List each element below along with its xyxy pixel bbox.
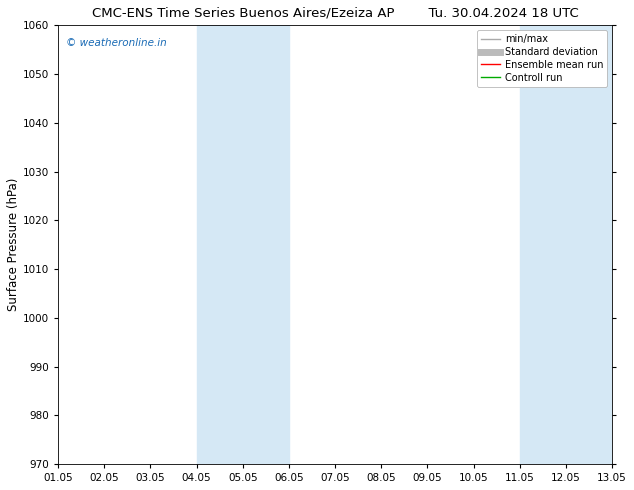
Y-axis label: Surface Pressure (hPa): Surface Pressure (hPa) xyxy=(7,178,20,311)
Bar xyxy=(520,25,612,464)
Title: CMC-ENS Time Series Buenos Aires/Ezeiza AP        Tu. 30.04.2024 18 UTC: CMC-ENS Time Series Buenos Aires/Ezeiza … xyxy=(92,7,578,20)
Bar xyxy=(197,25,289,464)
Legend: min/max, Standard deviation, Ensemble mean run, Controll run: min/max, Standard deviation, Ensemble me… xyxy=(477,30,607,87)
Text: © weatheronline.in: © weatheronline.in xyxy=(67,38,167,49)
